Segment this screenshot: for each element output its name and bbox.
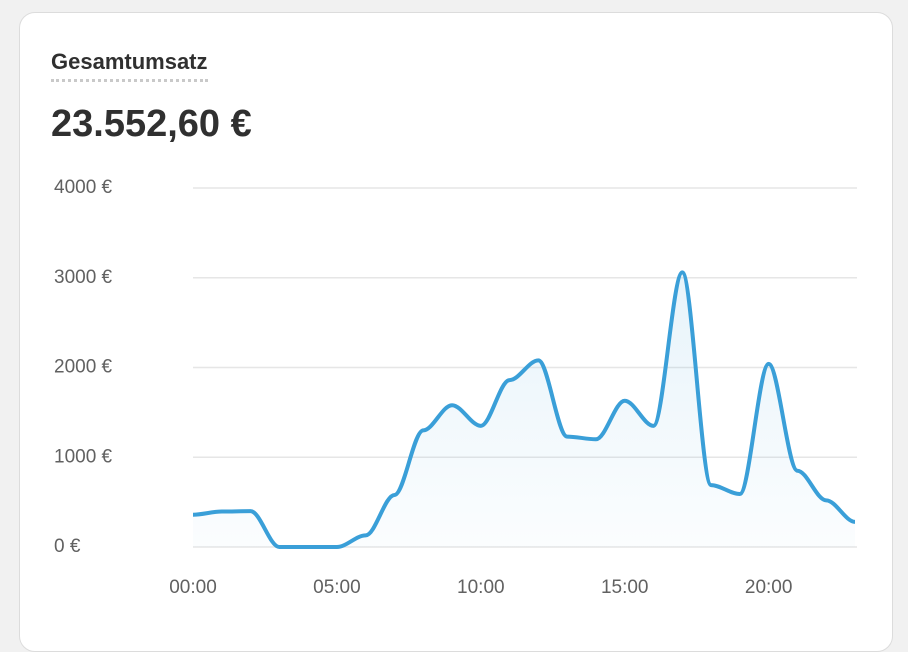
x-tick-label: 10:00: [457, 577, 505, 598]
x-tick-label: 20:00: [745, 577, 793, 598]
y-tick-label: 2000 €: [54, 357, 113, 378]
card-title[interactable]: Gesamtumsatz: [51, 49, 208, 82]
page: {"chart_data": {"type": "line", "title":…: [19, 12, 893, 652]
area: [193, 272, 855, 547]
total-value: 23.552,60 €: [51, 103, 252, 145]
x-tick-label: 00:00: [169, 577, 217, 598]
y-tick-label: 3000 €: [54, 267, 113, 288]
y-tick-label: 0 €: [54, 536, 81, 557]
y-tick-label: 4000 €: [54, 177, 113, 198]
x-tick-label: 05:00: [313, 577, 361, 598]
y-tick-label: 1000 €: [54, 446, 113, 467]
chart: 0 € 1000 € 2000 € 3000 € 4000 € 00:00 05:00 10:…: [54, 177, 857, 598]
x-tick-label: 15:00: [601, 577, 649, 598]
line: [192, 270, 856, 549]
